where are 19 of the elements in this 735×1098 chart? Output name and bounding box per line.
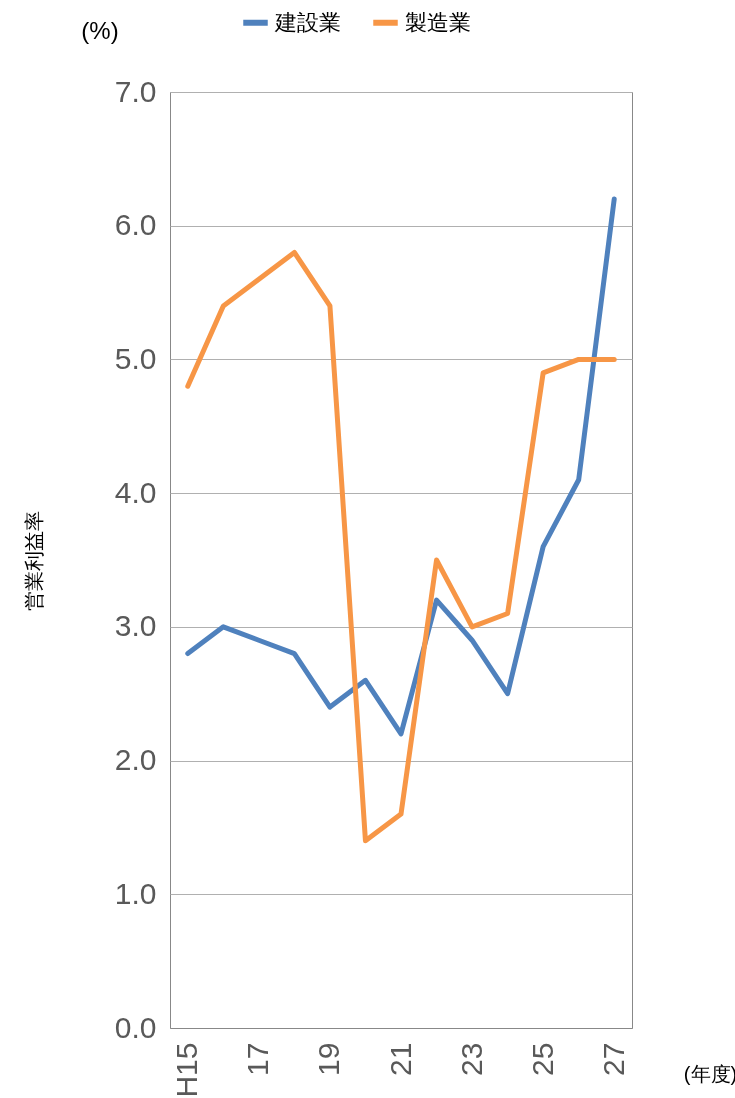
y-tick-label: 2.0 bbox=[114, 743, 157, 777]
y-tick-label: 5.0 bbox=[114, 341, 157, 375]
y-tick-label: 3.0 bbox=[114, 609, 157, 643]
y-axis-title: 営業利益率 bbox=[22, 510, 45, 611]
x-tick-label: 23 bbox=[454, 1042, 488, 1076]
x-tick-label: 19 bbox=[312, 1042, 346, 1076]
x-tick-label: 25 bbox=[525, 1042, 559, 1076]
y-tick-label: 4.0 bbox=[114, 475, 157, 509]
y-tick-label: 1.0 bbox=[114, 876, 157, 910]
legend-label: 建設業 bbox=[274, 9, 341, 35]
x-tick-label: 17 bbox=[241, 1042, 275, 1076]
y-tick-label: 6.0 bbox=[114, 208, 157, 242]
y-tick-label: 7.0 bbox=[114, 74, 157, 108]
x-tick-label: H15 bbox=[170, 1042, 204, 1098]
legend-label: 製造業 bbox=[405, 9, 471, 35]
text: (%) bbox=[81, 17, 119, 44]
x-tick-label: 27 bbox=[596, 1042, 630, 1076]
y-tick-label: 0.0 bbox=[114, 1010, 157, 1044]
x-tick-label: 21 bbox=[383, 1042, 417, 1076]
